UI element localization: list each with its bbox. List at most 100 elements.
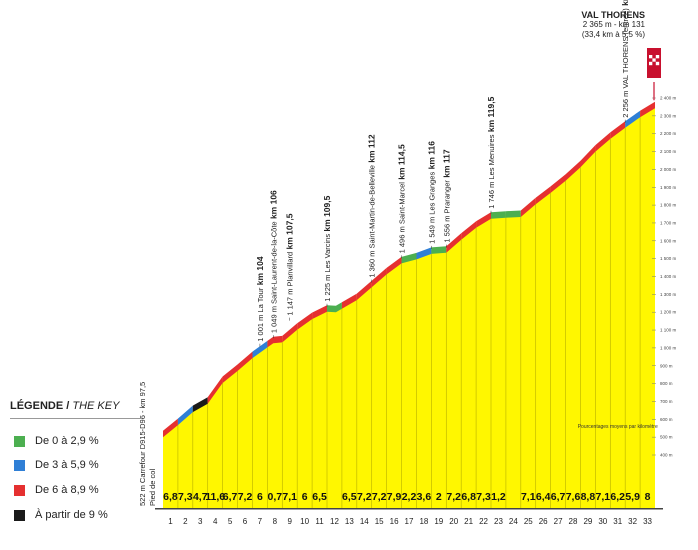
finish-flag-check xyxy=(652,61,656,66)
slope-segment xyxy=(595,132,611,152)
km-mark-label: 4 xyxy=(213,517,218,526)
slope-segment xyxy=(640,101,655,118)
slope-segment xyxy=(177,405,193,426)
slope-segment xyxy=(192,397,208,413)
ytick-label: 1 600 m xyxy=(660,238,677,243)
legend-item-black: À partir de 9 % xyxy=(14,509,108,521)
km-mark-label: 8 xyxy=(273,517,278,526)
legend-label-green: De 0 à 2,9 % xyxy=(35,435,99,447)
ytick-label: 1 900 m xyxy=(660,185,677,190)
grade-label: 7,2 xyxy=(357,491,372,503)
slope-segment xyxy=(207,376,223,404)
km-mark-label: 21 xyxy=(464,517,473,526)
grade-label: 4,7 xyxy=(193,491,208,503)
grade-label: 7,1 xyxy=(596,491,611,503)
grade-label: 6,7 xyxy=(223,491,238,503)
annotation-label-km: km 106 xyxy=(268,190,278,221)
slope-segment xyxy=(446,233,462,253)
ytick-label: 900 m xyxy=(660,363,673,368)
slope-segment xyxy=(222,364,238,383)
ytick-label: 700 m xyxy=(660,399,673,404)
summit-line2: (33,4 km à 5,5 %) xyxy=(581,30,645,39)
finish-flag-check xyxy=(655,55,660,59)
foot-label: 522 m Carrefour D915-D96 - km 97,5 xyxy=(138,382,147,506)
km-mark-label: 28 xyxy=(569,517,578,526)
legend-swatch-black xyxy=(14,509,25,521)
slope-segment xyxy=(327,302,342,313)
km-mark-label: 26 xyxy=(539,517,548,526)
grade-label: 11,6 xyxy=(205,491,225,503)
grade-label: 7,2 xyxy=(446,491,461,503)
annotation-label-km: km 114,5 xyxy=(397,144,407,182)
grade-label: 6,5 xyxy=(312,491,327,503)
km-mark-label: 20 xyxy=(449,517,458,526)
km-mark-label: 6 xyxy=(243,517,248,526)
grade-label: 6,5 xyxy=(342,491,357,503)
grade-label: 5,9 xyxy=(625,491,640,503)
slope-segment xyxy=(580,145,596,168)
legend-item-red: De 6 à 8,9 % xyxy=(14,484,99,496)
summit-name: VAL THORENS xyxy=(581,10,645,20)
annotation-label: 1 049 m Saint-Laurent-de-la-Côte km 106 xyxy=(268,190,278,333)
grade-label: 8,8 xyxy=(581,491,596,503)
km-mark-label: 14 xyxy=(360,517,369,526)
slope-segment xyxy=(282,323,298,343)
slope-segment xyxy=(356,280,372,301)
slope-segment xyxy=(625,110,641,128)
annotation-label: 1 147 m Planvillard km 107,5 xyxy=(285,213,295,315)
grade-label: 6,2 xyxy=(610,491,625,503)
grade-label: 8 xyxy=(645,491,651,503)
km-mark-label: 24 xyxy=(509,517,518,526)
slope-segment xyxy=(237,351,253,371)
ytick-label: 1 800 m xyxy=(660,203,677,208)
km-mark-label: 23 xyxy=(494,517,503,526)
legend-title-fr: LÉGENDE / xyxy=(10,400,73,412)
slope-segment xyxy=(297,312,313,330)
baseline xyxy=(155,508,663,510)
grade-label: 7,3 xyxy=(178,491,193,503)
slope-segment xyxy=(267,335,283,348)
foot-label-2: Pied de col xyxy=(148,469,157,506)
annotation-label-km: km 116 xyxy=(426,141,436,172)
summit-line1: 2 365 m - km 131 xyxy=(582,20,645,29)
ytick-label: 2 100 m xyxy=(660,149,677,154)
ytick-label: 1 500 m xyxy=(660,256,677,261)
slope-segment xyxy=(386,256,402,275)
ytick-label: 2 000 m xyxy=(660,167,677,172)
annotation-label-km: km 109,5 xyxy=(322,195,332,234)
grade-label: 1,2 xyxy=(491,491,506,503)
ytick-label: 1 400 m xyxy=(660,274,677,279)
km-mark-label: 15 xyxy=(375,517,384,526)
ytick-label: 2 300 m xyxy=(660,113,677,118)
grade-label: 2 xyxy=(436,491,442,503)
ytick-label: 2 400 m xyxy=(660,96,677,101)
grade-label: 7,3 xyxy=(476,491,491,503)
annotation-label: 1 225 m Les Varcins km 109,5 xyxy=(322,195,332,301)
km-mark-label: 17 xyxy=(405,517,414,526)
km-mark-label: 32 xyxy=(628,517,637,526)
grade-label: 3,6 xyxy=(417,491,432,503)
annotation-label: 1 746 m Les Menuires km 119,5 xyxy=(486,96,496,208)
annotation-label: 1 556 m Praranger km 117 xyxy=(441,149,451,243)
grade-label: 2,2 xyxy=(402,491,417,503)
km-mark-label: 18 xyxy=(419,517,428,526)
slope-segment xyxy=(431,246,447,254)
slope-segment xyxy=(371,267,387,288)
annotation-label: 1 549 m Les Granges km 116 xyxy=(426,141,436,244)
annotation-label: 1 360 m Saint-Martin-de-Belleville km 11… xyxy=(367,134,377,278)
km-mark-label: 16 xyxy=(390,517,399,526)
grade-label: 6 xyxy=(257,491,263,503)
annotation-label: 2 256 m VAL THORENS (entrée) km 154,5 xyxy=(620,0,630,118)
km-mark-label: 30 xyxy=(598,517,607,526)
km-mark-label: 19 xyxy=(434,517,443,526)
finish-flag-check xyxy=(649,55,653,59)
annotation-label-km: km 107,5 xyxy=(285,213,295,252)
ytick-label: 500 m xyxy=(660,435,673,440)
km-mark-label: 12 xyxy=(330,517,339,526)
finish-flag-check xyxy=(652,58,656,62)
km-mark-label: 9 xyxy=(288,517,293,526)
km-mark-label: 31 xyxy=(613,517,622,526)
slope-segment xyxy=(550,174,566,193)
grade-label: 7,6 xyxy=(566,491,581,503)
